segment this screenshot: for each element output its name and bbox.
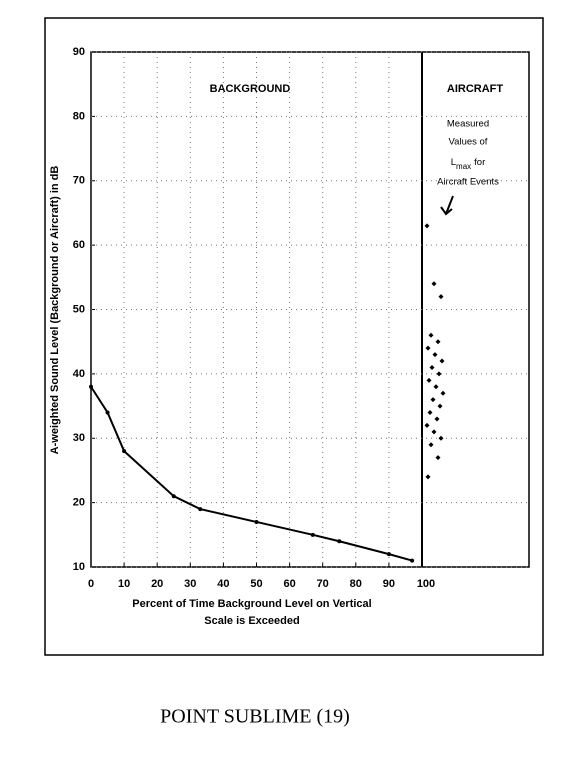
aircraft-point bbox=[437, 403, 443, 409]
annotation-line: Measured bbox=[447, 119, 489, 130]
aircraft-point bbox=[432, 352, 438, 358]
y-tick-label: 30 bbox=[73, 432, 85, 444]
aircraft-point bbox=[428, 332, 434, 338]
point bbox=[105, 410, 110, 415]
aircraft-point bbox=[431, 429, 437, 435]
point bbox=[198, 507, 203, 512]
aircraft-point bbox=[434, 416, 440, 422]
aircraft-point bbox=[435, 339, 441, 345]
x-tick-label: 50 bbox=[250, 578, 262, 590]
x-tick-label: 0 bbox=[88, 578, 94, 590]
symbol-suffix: for bbox=[474, 157, 485, 168]
y-tick-label: 60 bbox=[73, 239, 85, 251]
y-axis-label: A-weighted Sound Level (Background or Ai… bbox=[49, 166, 61, 455]
y-tick-label: 70 bbox=[73, 175, 85, 187]
y-tick-label: 20 bbox=[73, 497, 85, 509]
x-tick-label: 100 bbox=[417, 578, 435, 590]
x-tick-label: 30 bbox=[184, 578, 196, 590]
caption: POINT SUBLIME (19) bbox=[160, 706, 350, 728]
y-tick-label: 10 bbox=[73, 561, 85, 573]
aircraft-point bbox=[430, 397, 436, 403]
subscript: max bbox=[456, 162, 471, 171]
x-tick-label: 10 bbox=[118, 578, 130, 590]
point bbox=[310, 532, 315, 537]
y-tick-label: 40 bbox=[73, 368, 85, 380]
y-tick-label: 80 bbox=[73, 110, 85, 122]
point bbox=[171, 494, 176, 499]
y-tick-label: 50 bbox=[73, 303, 85, 315]
aircraft-point bbox=[431, 281, 437, 287]
aircraft-point bbox=[428, 442, 434, 448]
annotation-line: Values of bbox=[449, 137, 488, 148]
x-tick-label: 60 bbox=[283, 578, 295, 590]
aircraft-point bbox=[425, 345, 431, 351]
aircraft-point bbox=[438, 294, 444, 300]
point bbox=[337, 539, 342, 544]
x-tick-label: 80 bbox=[350, 578, 362, 590]
background-label: BACKGROUND bbox=[210, 83, 291, 95]
aircraft-point bbox=[440, 390, 446, 396]
aircraft-point bbox=[426, 377, 432, 383]
x-tick-label: 90 bbox=[383, 578, 395, 590]
arrow bbox=[440, 195, 454, 216]
point bbox=[89, 384, 93, 389]
point bbox=[410, 558, 415, 563]
x-tick-label: 20 bbox=[151, 578, 163, 590]
aircraft-point bbox=[433, 384, 439, 390]
y-tick-label: 90 bbox=[73, 46, 85, 58]
aircraft-point bbox=[425, 474, 431, 480]
point bbox=[254, 519, 259, 524]
frame bbox=[44, 17, 544, 656]
aircraft-point bbox=[436, 371, 442, 377]
background-line bbox=[90, 386, 413, 562]
aircraft-point bbox=[435, 455, 441, 461]
annotation-line: Aircraft Events bbox=[437, 177, 499, 188]
aircraft-point bbox=[429, 364, 435, 370]
aircraft-point bbox=[438, 435, 444, 441]
x-axis-label: Percent of Time Background Level on Vert… bbox=[132, 598, 371, 610]
point bbox=[386, 552, 391, 557]
symbol: L bbox=[451, 157, 456, 168]
aircraft-point bbox=[427, 410, 433, 415]
aircraft-point bbox=[424, 223, 430, 229]
aircraft-point bbox=[439, 358, 445, 364]
x-tick-label: 70 bbox=[317, 578, 329, 590]
aircraft-label: AIRCRAFT bbox=[447, 83, 503, 95]
x-tick-label: 40 bbox=[217, 578, 229, 590]
aircraft-point bbox=[424, 422, 430, 428]
annotation-lmax: Lmax for bbox=[451, 157, 486, 172]
x-axis-label: Scale is Exceeded bbox=[204, 615, 299, 627]
point bbox=[122, 449, 127, 454]
